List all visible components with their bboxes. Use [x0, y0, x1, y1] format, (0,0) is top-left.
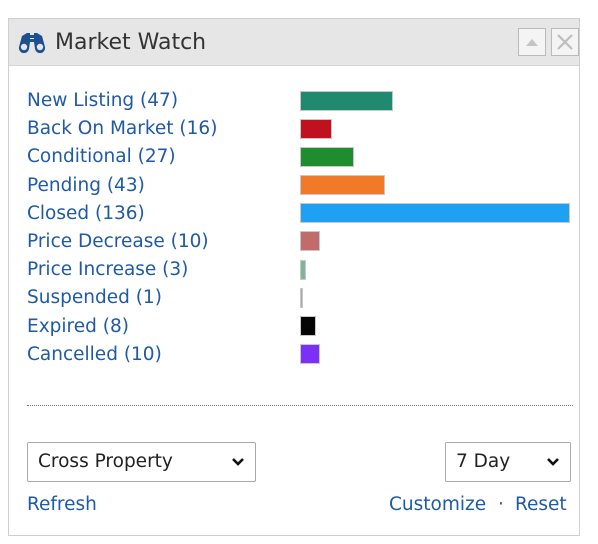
status-link-closed[interactable]: Closed (136) — [27, 202, 145, 224]
bar-row — [300, 284, 572, 312]
bar-row — [300, 143, 572, 171]
property-type-select[interactable]: Cross Property — [27, 442, 256, 482]
status-bar[interactable] — [300, 344, 320, 365]
bar-row — [300, 87, 572, 115]
bar-row — [300, 172, 572, 200]
widget-titlebar: Market Watch — [9, 19, 579, 66]
widget-title: Market Watch — [55, 30, 207, 55]
status-link-price-increase[interactable]: Price Increase (3) — [27, 259, 189, 281]
status-bar[interactable] — [300, 287, 303, 308]
status-link-new-listing[interactable]: New Listing (47) — [27, 90, 179, 111]
status-link-conditional[interactable]: Conditional (27) — [27, 146, 176, 168]
chevron-down-icon — [547, 458, 559, 466]
status-bar[interactable] — [300, 259, 306, 280]
bar-row — [300, 228, 572, 256]
status-bar[interactable] — [300, 146, 354, 167]
status-bar[interactable] — [300, 203, 570, 224]
collapse-button[interactable] — [518, 28, 546, 56]
status-bar[interactable] — [300, 118, 332, 139]
bar-row — [300, 200, 572, 228]
status-bar[interactable] — [300, 90, 393, 111]
status-list: New Listing (47) Back On Market (16) Con… — [27, 87, 287, 369]
close-button[interactable] — [551, 28, 579, 56]
triangle-up-icon — [526, 39, 538, 46]
status-link-price-decrease[interactable]: Price Decrease (10) — [27, 230, 209, 252]
customize-link[interactable]: Customize — [389, 494, 487, 515]
bar-row — [300, 256, 572, 284]
chevron-down-icon — [232, 458, 244, 466]
status-bar[interactable] — [300, 175, 385, 196]
link-separator: · — [498, 494, 504, 515]
status-link-pending[interactable]: Pending (43) — [27, 174, 145, 196]
status-bar[interactable] — [300, 231, 320, 252]
status-link-expired[interactable]: Expired (8) — [27, 315, 129, 337]
status-link-suspended[interactable]: Suspended (1) — [27, 287, 162, 309]
bar-row — [300, 313, 572, 341]
status-link-cancelled[interactable]: Cancelled (10) — [27, 343, 162, 365]
refresh-link[interactable]: Refresh — [27, 494, 97, 515]
status-bar[interactable] — [300, 316, 316, 336]
time-period-value: 7 Day — [456, 451, 511, 472]
divider — [27, 405, 573, 406]
binoculars-icon — [18, 33, 46, 54]
property-type-value: Cross Property — [38, 451, 173, 472]
time-period-select[interactable]: 7 Day — [445, 442, 571, 482]
status-bar-chart — [300, 87, 572, 369]
bar-row — [300, 341, 572, 369]
market-watch-widget: Market Watch New Listing (47) Back On Ma… — [8, 18, 580, 536]
close-icon — [557, 34, 573, 50]
reset-link[interactable]: Reset — [515, 494, 567, 515]
status-link-back-on-market[interactable]: Back On Market (16) — [27, 118, 218, 140]
bar-row — [300, 115, 572, 143]
